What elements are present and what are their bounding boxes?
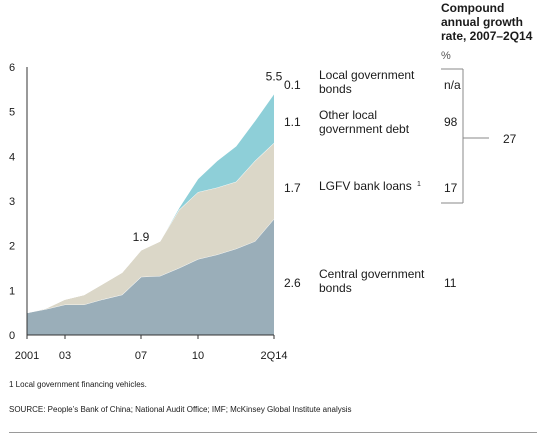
y-tick-label-4: 4 bbox=[9, 151, 15, 163]
cagr-unit: % bbox=[441, 50, 451, 62]
y-tick-label-2: 2 bbox=[9, 241, 15, 253]
y-tick-label-0: 0 bbox=[9, 330, 15, 342]
area-edge-local-government-bonds bbox=[26, 89, 275, 314]
footnote-marker: 1 bbox=[417, 181, 421, 188]
bottom-divider bbox=[9, 432, 537, 433]
x-tick-label-10: 10 bbox=[192, 350, 204, 362]
cagr-header-line-2: annual growth bbox=[441, 15, 523, 29]
series-name-central-government-bonds-line-2: bonds bbox=[319, 281, 352, 295]
cagr-header-line-3: rate, 2007–2Q14 bbox=[441, 29, 533, 43]
y-tick-label-1: 1 bbox=[9, 285, 15, 297]
series-name-local-government-bonds-line-2: bonds bbox=[319, 82, 352, 96]
series-name-lgfv-bank-loans-line-1: LGFV bank loans bbox=[319, 179, 412, 193]
series-value-other-local-government-debt: 1.1 bbox=[284, 115, 301, 129]
y-tick-label-5: 5 bbox=[9, 107, 15, 119]
source-note: SOURCE: People’s Bank of China; National… bbox=[9, 405, 352, 414]
cagr-total: 27 bbox=[503, 132, 517, 146]
series-name-local-government-bonds-line-1: Local government bbox=[319, 68, 415, 82]
series-name-other-local-government-debt-line-1: Other local bbox=[319, 108, 377, 122]
series-value-central-government-bonds: 2.6 bbox=[284, 276, 301, 290]
cagr-value-central-government-bonds: 11 bbox=[444, 276, 457, 290]
area-layers bbox=[26, 89, 275, 335]
x-tick-label-07: 07 bbox=[135, 350, 147, 362]
series-value-local-government-bonds: 0.1 bbox=[284, 78, 301, 92]
area-lgfv-bank-loans bbox=[27, 142, 274, 313]
area-central-government-bonds bbox=[27, 218, 274, 335]
x-tick-label-03: 03 bbox=[59, 350, 71, 362]
series-value-lgfv-bank-loans: 1.7 bbox=[284, 181, 301, 195]
y-tick-label-6: 6 bbox=[9, 62, 15, 74]
x-tick-label-2001: 2001 bbox=[15, 350, 39, 362]
series-name-central-government-bonds-line-1: Central government bbox=[319, 267, 425, 281]
value-label-2007: 1.9 bbox=[133, 230, 150, 244]
chart-axes bbox=[26, 67, 274, 336]
x-tick-label-2q14: 2Q14 bbox=[261, 350, 288, 362]
y-tick-labels: 0 1 2 3 4 5 6 bbox=[9, 62, 15, 342]
x-tick-labels: 2001 03 07 10 2Q14 bbox=[15, 335, 288, 362]
cagr-value-other-local-government-debt: 98 bbox=[444, 115, 458, 129]
value-label-2q14: 5.5 bbox=[266, 69, 283, 83]
cagr-value-lgfv-bank-loans: 17 bbox=[444, 181, 458, 195]
value-labels: 1.9 5.5 bbox=[133, 69, 283, 244]
cagr-header-line-1: Compound bbox=[441, 1, 504, 15]
y-tick-label-3: 3 bbox=[9, 196, 15, 208]
footnote: 1 Local government financing vehicles. bbox=[9, 380, 147, 389]
series-name-other-local-government-debt-line-2: government debt bbox=[319, 122, 410, 136]
cagr-value-local-government-bonds: n/a bbox=[444, 78, 461, 92]
